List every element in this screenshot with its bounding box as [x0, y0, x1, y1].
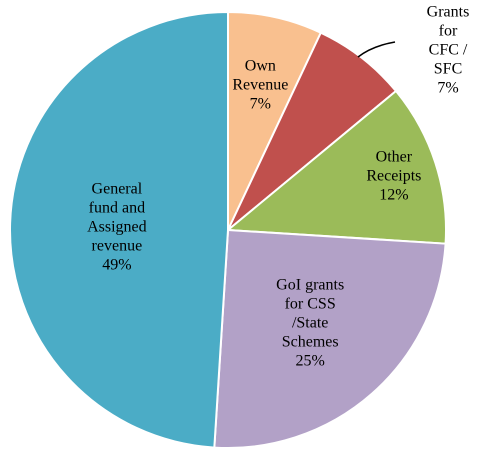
slice-label: General fund and Assigned revenue 49% — [87, 179, 147, 274]
value-label: 49% — [102, 256, 132, 273]
category-label: General fund and Assigned revenue — [87, 180, 147, 254]
slices — [8, 10, 447, 449]
value-label: 7% — [249, 95, 271, 113]
leader-line — [357, 41, 396, 58]
value-label: 7% — [437, 79, 459, 97]
slice-label: Other Receipts 12% — [366, 148, 421, 205]
pie-slice — [225, 89, 447, 245]
slice-label: Own Revenue 7% — [232, 57, 288, 114]
category-label: GoI grants for CSS /State Schemes — [276, 276, 345, 351]
category-label: Own Revenue — [232, 57, 289, 94]
category-label: Grants for CFC / SFC — [426, 3, 470, 78]
category-label: Other Receipts — [366, 148, 422, 185]
slice-label: Grants for CFC / SFC 7% — [423, 3, 473, 98]
value-label: 12% — [379, 186, 409, 204]
slice-label: GoI grants for CSS /State Schemes 25% — [276, 276, 344, 371]
pie-slice — [8, 10, 229, 449]
value-label: 25% — [295, 352, 325, 370]
pie-slice — [213, 228, 447, 449]
